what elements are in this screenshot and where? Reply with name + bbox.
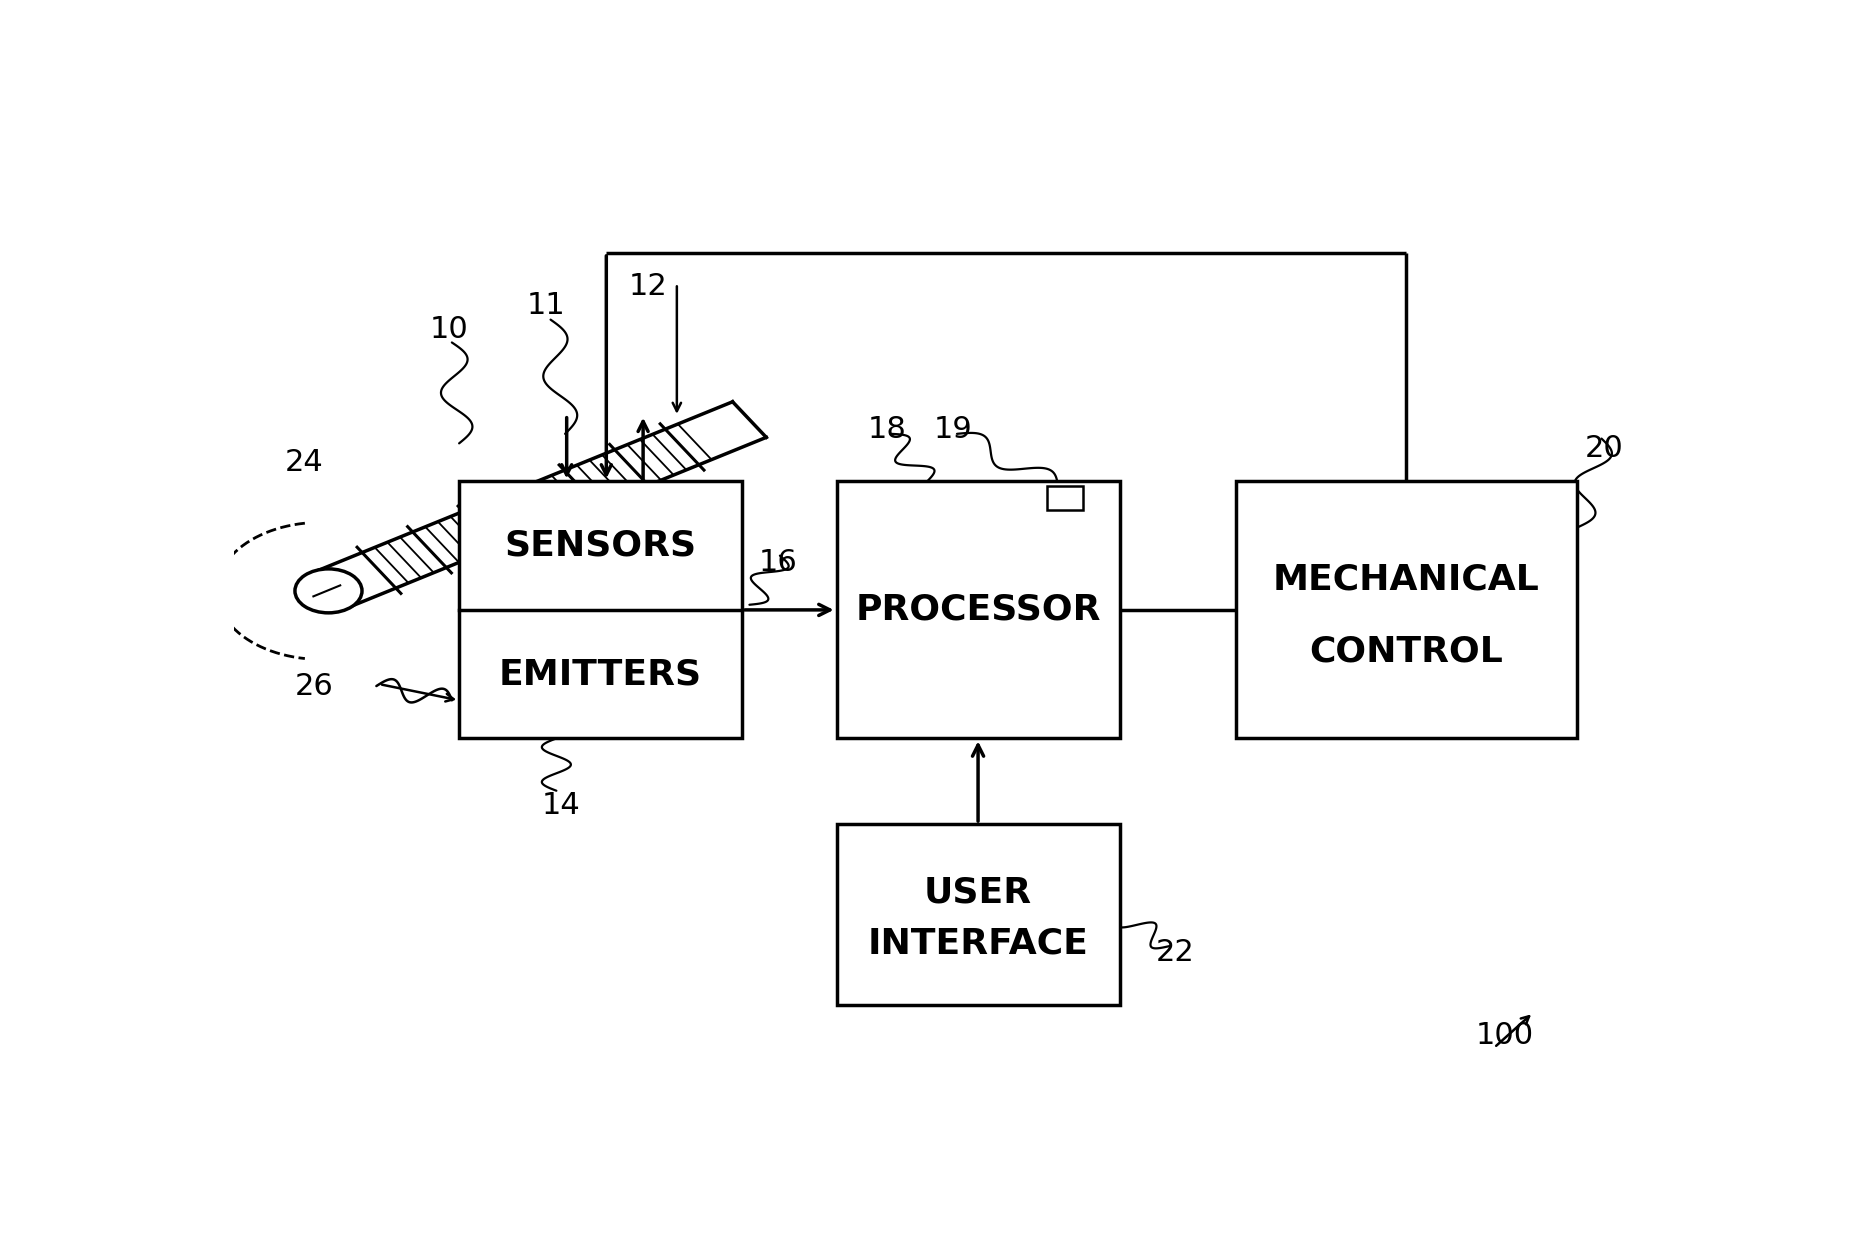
Text: 26: 26 (294, 671, 333, 701)
Text: INTERFACE: INTERFACE (867, 927, 1088, 960)
Circle shape (294, 569, 361, 613)
Text: EMITTERS: EMITTERS (498, 658, 702, 691)
Text: 100: 100 (1476, 1021, 1534, 1049)
Text: 19: 19 (933, 414, 972, 444)
Text: 11: 11 (526, 290, 566, 320)
Text: 18: 18 (867, 414, 907, 444)
Text: 12: 12 (629, 272, 667, 300)
Text: USER: USER (923, 876, 1032, 910)
Text: 22: 22 (1156, 938, 1195, 967)
Bar (837, 824, 1120, 1005)
Text: MECHANICAL: MECHANICAL (1274, 562, 1540, 596)
Text: PROCESSOR: PROCESSOR (856, 593, 1101, 627)
Bar (837, 481, 1120, 738)
Text: 16: 16 (759, 548, 798, 577)
Bar (459, 481, 742, 738)
Text: 14: 14 (541, 791, 581, 819)
Text: 10: 10 (429, 315, 468, 344)
Text: 24: 24 (285, 447, 324, 477)
Bar (1236, 481, 1577, 738)
Text: CONTROL: CONTROL (1309, 634, 1504, 667)
Text: 20: 20 (1585, 434, 1624, 462)
Text: SENSORS: SENSORS (504, 529, 697, 562)
Bar (1047, 486, 1083, 510)
